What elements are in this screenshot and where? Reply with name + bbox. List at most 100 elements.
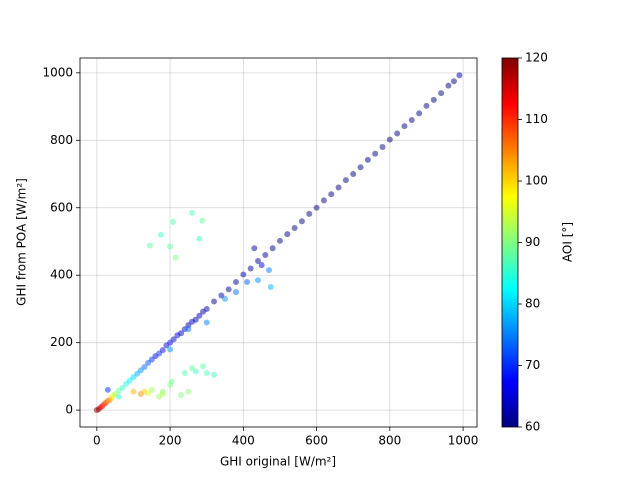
point: [159, 347, 166, 354]
point: [267, 284, 274, 291]
point: [364, 156, 371, 163]
point: [401, 123, 408, 130]
point: [178, 330, 185, 337]
x-tick-label: 800: [378, 434, 401, 448]
point: [394, 130, 401, 137]
point: [157, 231, 164, 238]
point: [130, 388, 137, 395]
point: [408, 117, 415, 124]
point: [167, 346, 174, 353]
point: [196, 312, 203, 319]
point: [115, 393, 122, 400]
point: [276, 237, 283, 244]
point: [203, 370, 210, 377]
point: [291, 224, 298, 231]
point: [170, 336, 177, 343]
point: [181, 370, 188, 377]
point: [269, 245, 276, 252]
point: [357, 164, 364, 171]
point: [254, 258, 261, 265]
point: [284, 231, 291, 238]
point: [450, 78, 457, 85]
point: [119, 384, 126, 391]
point: [298, 218, 305, 225]
y-tick-label: 0: [65, 403, 73, 417]
point: [313, 204, 320, 211]
colorbar-tick-label: 110: [525, 112, 548, 126]
point: [146, 242, 153, 249]
x-tick-label: 0: [93, 434, 101, 448]
point: [203, 305, 210, 312]
point: [379, 144, 386, 151]
point: [342, 177, 349, 184]
point: [240, 271, 247, 278]
x-tick-label: 1000: [448, 434, 479, 448]
point: [258, 262, 265, 269]
point: [189, 209, 196, 216]
point: [438, 90, 445, 97]
point: [233, 289, 240, 296]
point: [416, 110, 423, 117]
point: [104, 386, 111, 393]
point: [262, 251, 269, 258]
colorbar-tick-label: 80: [525, 297, 540, 311]
y-tick-label: 600: [50, 200, 73, 214]
x-tick-label: 400: [232, 434, 255, 448]
point: [145, 390, 152, 397]
point: [211, 371, 218, 378]
point: [168, 378, 175, 385]
point: [372, 150, 379, 157]
point: [225, 286, 232, 293]
colorbar: [501, 57, 519, 428]
point: [430, 96, 437, 103]
point: [192, 368, 199, 375]
point: [178, 391, 185, 398]
x-tick-label: 200: [159, 434, 182, 448]
point: [233, 278, 240, 285]
point: [254, 277, 261, 284]
point: [192, 316, 199, 323]
colorbar-label: AOI [°]: [561, 222, 575, 262]
point: [196, 235, 203, 242]
point: [222, 295, 229, 302]
point: [172, 254, 179, 261]
colorbar-tick-label: 70: [525, 358, 540, 372]
colorbar-tick-label: 100: [525, 174, 548, 188]
point: [211, 298, 218, 305]
point: [251, 245, 258, 252]
colorbar-tick-label: 120: [525, 51, 548, 65]
point: [335, 184, 342, 191]
point: [244, 278, 251, 285]
point: [320, 197, 327, 204]
x-axis-label: GHI original [W/m²]: [220, 455, 336, 469]
point: [445, 82, 452, 89]
y-tick-label: 200: [50, 335, 73, 349]
point: [265, 267, 272, 274]
y-tick-label: 400: [50, 268, 73, 282]
point: [350, 171, 357, 178]
point: [456, 72, 463, 79]
point: [199, 217, 206, 224]
point: [203, 319, 210, 326]
point: [167, 243, 174, 250]
point: [137, 390, 144, 397]
point: [141, 363, 148, 370]
y-tick-label: 1000: [42, 65, 73, 79]
colorbar-tick-label: 90: [525, 235, 540, 249]
point: [386, 136, 393, 143]
plot-frame: [79, 57, 478, 428]
y-axis-label: GHI from POA [W/m²]: [15, 178, 29, 306]
x-tick-label: 600: [305, 434, 328, 448]
y-tick-label: 800: [50, 133, 73, 147]
point: [200, 363, 207, 370]
point: [170, 218, 177, 225]
point: [247, 265, 254, 272]
point: [185, 326, 192, 333]
point: [306, 210, 313, 217]
point: [185, 388, 192, 395]
point: [423, 102, 430, 109]
point: [159, 390, 166, 397]
point: [328, 191, 335, 198]
colorbar-tick-label: 60: [525, 420, 540, 434]
